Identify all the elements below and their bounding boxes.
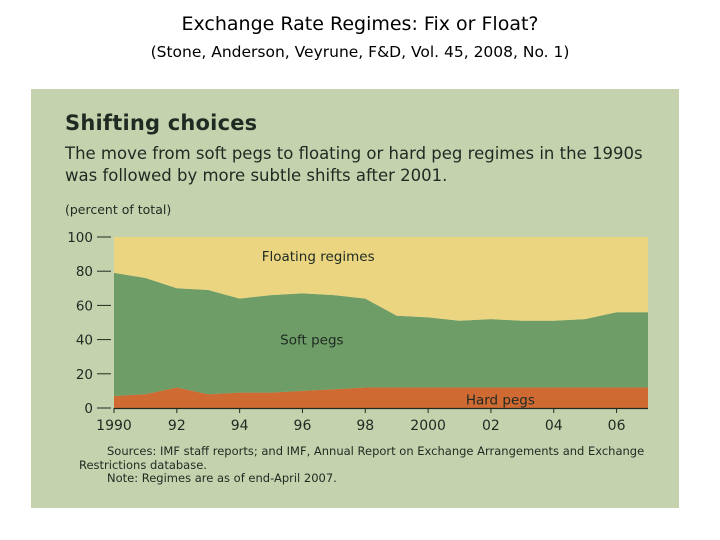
y-tick-label: 40 xyxy=(76,333,93,349)
y-tick-label: 100 xyxy=(67,230,93,246)
area-hard-pegs xyxy=(114,387,648,408)
area-labels: Floating regimes Soft pegs Hard pegs xyxy=(262,249,535,409)
x-tick-label: 06 xyxy=(608,418,626,434)
chart-description: The move from soft pegs to floating or h… xyxy=(65,144,643,185)
area-chart: 0 20 40 60 80 100 1990 92 94 96 98 2000 02 04 06 Floa… xyxy=(67,230,648,434)
area-soft-pegs xyxy=(114,272,648,396)
x-tick-label: 02 xyxy=(482,418,500,434)
x-tick-label: 94 xyxy=(231,418,249,434)
chart-notes: Sources: IMF staff reports; and IMF, Ann… xyxy=(79,444,679,486)
area-label: Soft pegs xyxy=(280,333,343,349)
x-tick-label: 04 xyxy=(545,418,563,434)
x-tick-label: 1990 xyxy=(96,418,132,434)
x-tick-label: 98 xyxy=(356,418,374,434)
sources-line-2: Restrictions database. xyxy=(79,457,207,472)
y-tick-label: 60 xyxy=(76,298,93,314)
area-label: Hard pegs xyxy=(466,392,535,408)
chart-panel: Shifting choices The move from soft pegs… xyxy=(31,89,679,508)
chart-areas xyxy=(114,237,648,408)
y-tick-label: 80 xyxy=(76,264,93,280)
x-tick-label: 96 xyxy=(294,418,312,434)
y-axis: 0 20 40 60 80 100 xyxy=(67,230,111,417)
slide-title: Exchange Rate Regimes: Fix or Float? xyxy=(181,13,539,35)
note-line: Note: Regimes are as of end-April 2007. xyxy=(107,471,337,485)
area-label: Floating regimes xyxy=(262,249,375,265)
y-tick-label: 20 xyxy=(76,367,93,383)
x-tick-label: 92 xyxy=(168,418,186,434)
chart-title: Shifting choices xyxy=(65,111,258,135)
slide-subtitle: (Stone, Anderson, Veyrune, F&D, Vol. 45,… xyxy=(150,43,570,61)
unit-label: (percent of total) xyxy=(65,202,172,217)
area-floating-regimes xyxy=(114,237,648,321)
x-tick-label: 2000 xyxy=(410,418,446,434)
x-axis: 1990 92 94 96 98 2000 02 04 06 xyxy=(96,407,648,434)
sources-line-1: Sources: IMF staff reports; and IMF, Ann… xyxy=(107,444,645,458)
y-tick-label: 0 xyxy=(84,401,93,417)
